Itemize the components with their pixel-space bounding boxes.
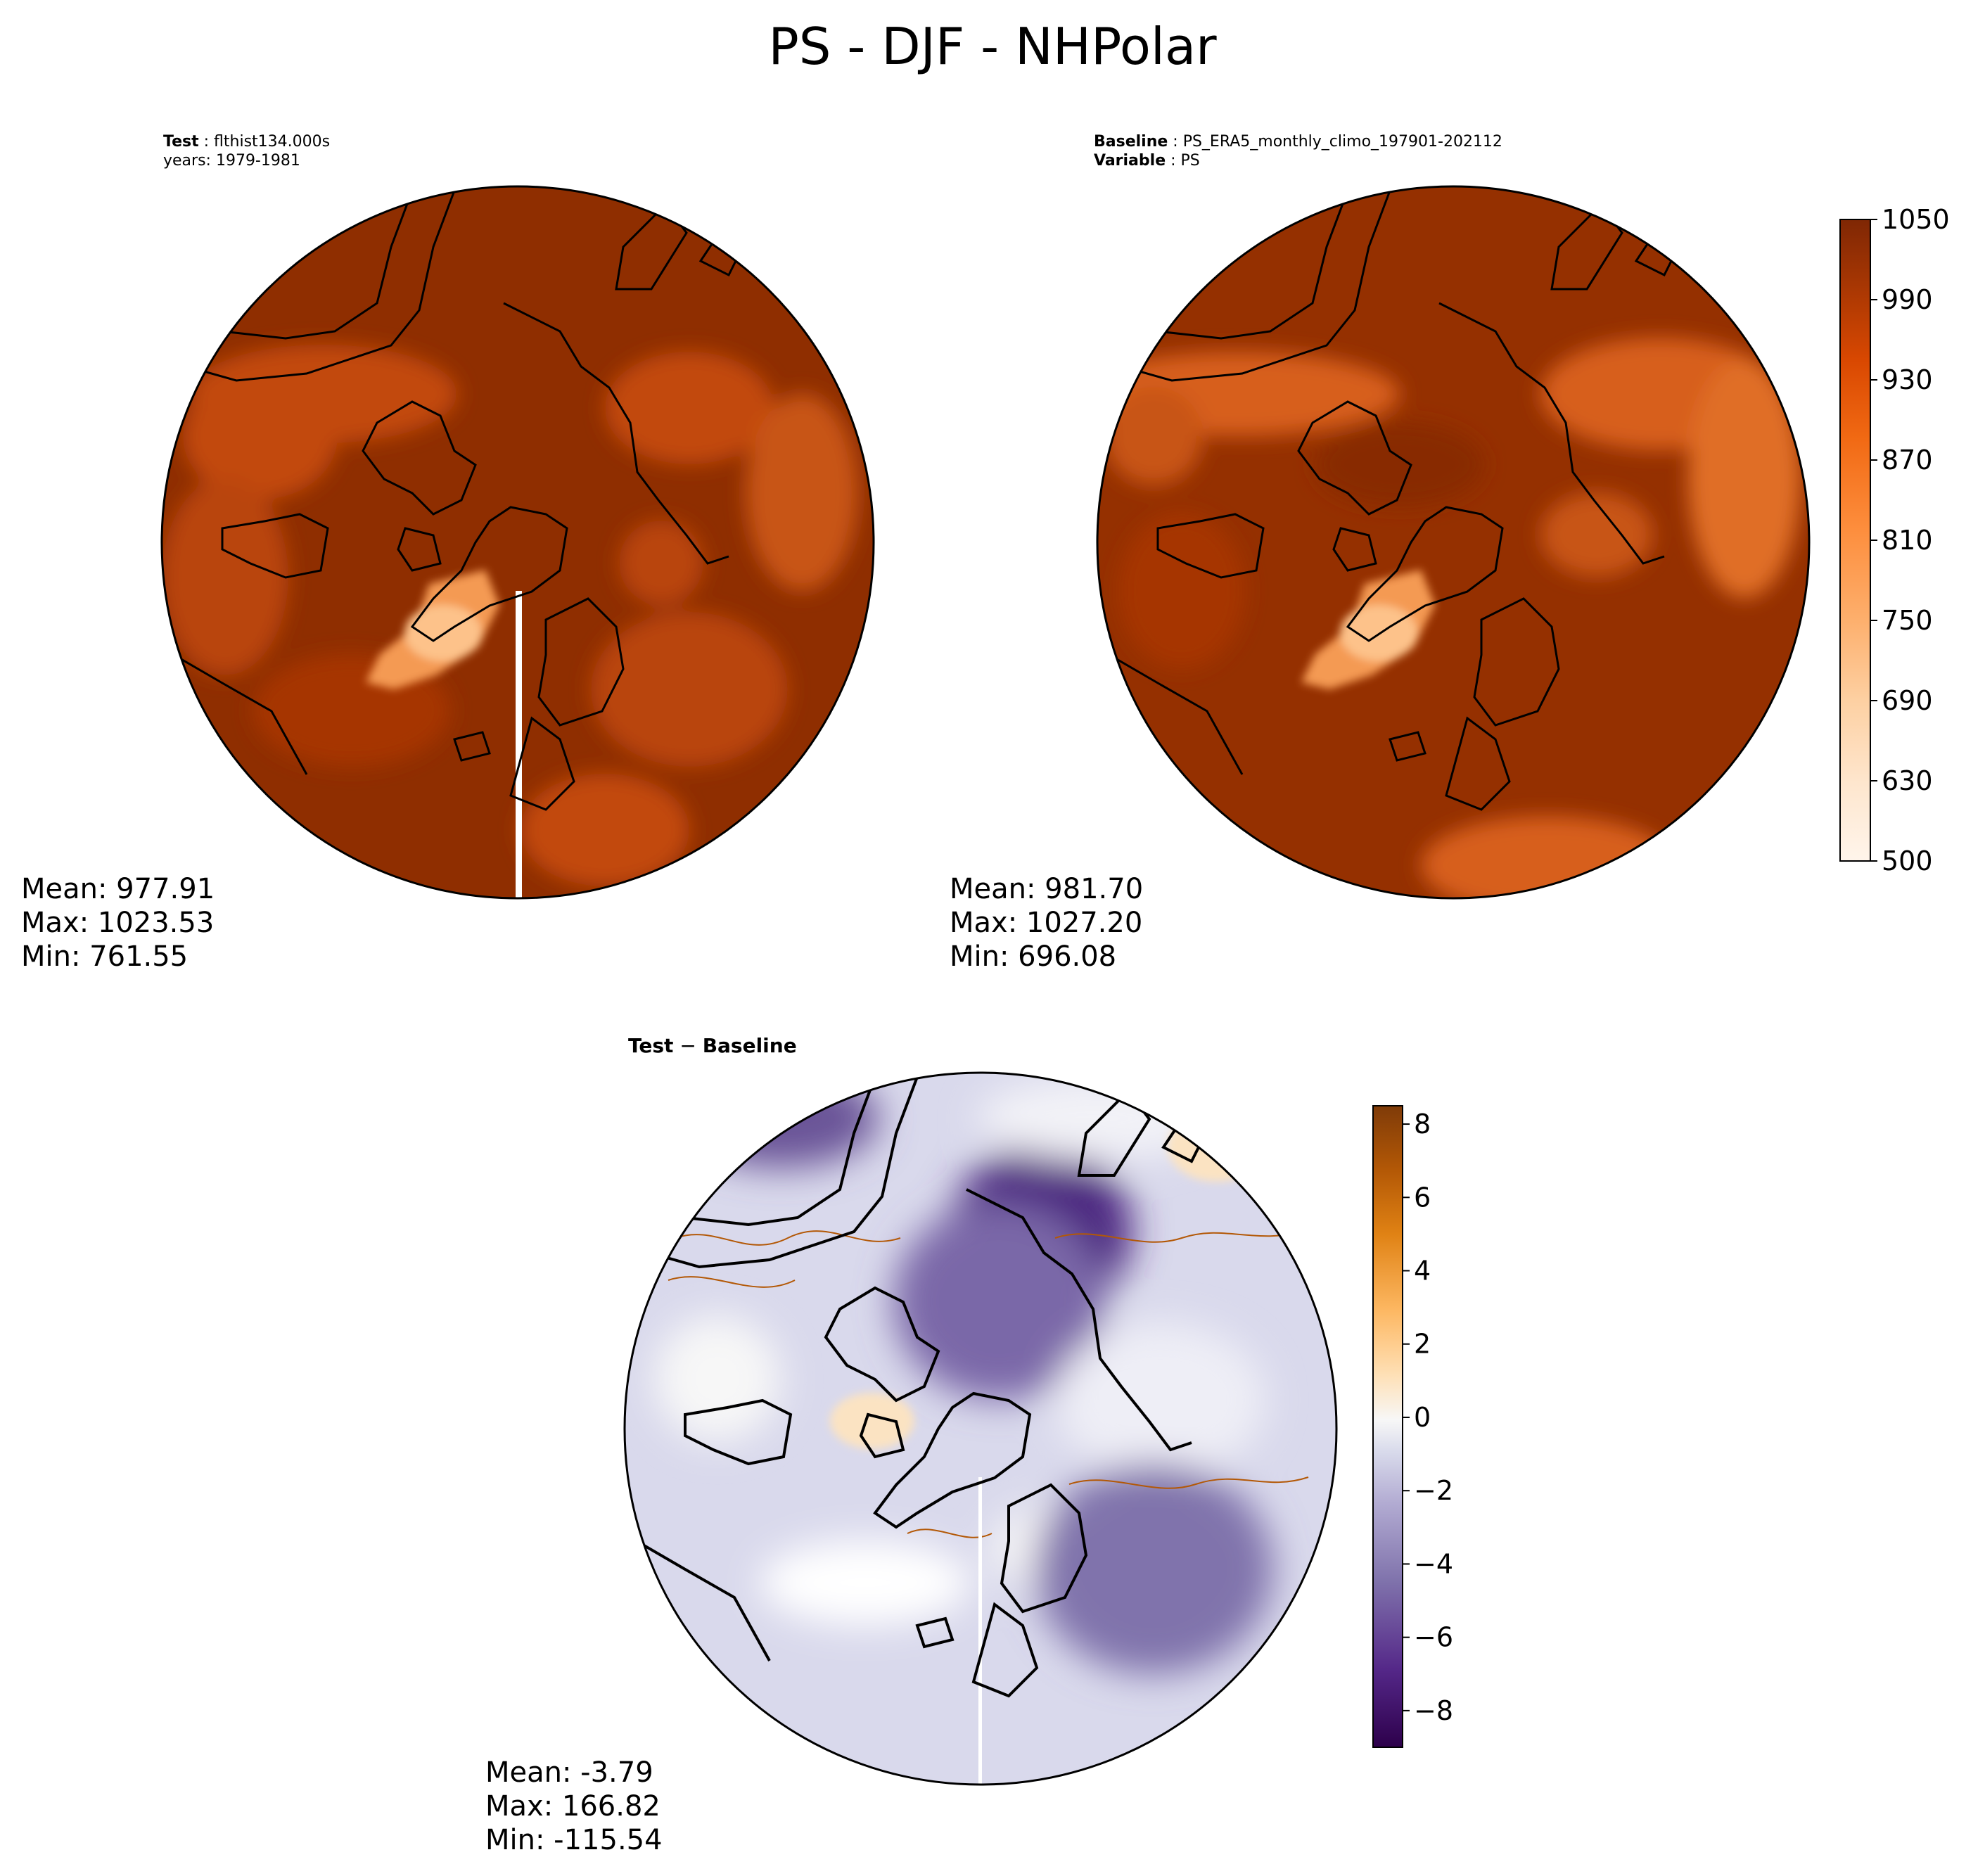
- baseline-label-key: Baseline: [1094, 133, 1168, 151]
- test-meta: Test : flthist134.000s years: 1979-1981: [163, 133, 331, 170]
- baseline-label-value: PS_ERA5_monthly_climo_197901-202112: [1182, 133, 1502, 151]
- test-stats: Mean: 977.91 Max: 1023.53 Min: 761.55: [21, 872, 215, 974]
- baseline-stats: Mean: 981.70 Max: 1027.20 Min: 696.08: [950, 872, 1143, 974]
- diff-stat-mean: Mean: -3.79: [485, 1756, 653, 1789]
- diff-title-left: Test: [628, 1034, 674, 1057]
- colorbar-tick-label: 1050: [1882, 204, 1950, 235]
- baseline-variable-key: Variable: [1094, 152, 1166, 170]
- diff-colorbar: 8 6 4 2 0 −2 −4 −6 −8: [1372, 1105, 1453, 1748]
- diff-stat-min: Min: -115.54: [485, 1824, 663, 1856]
- colorbar-tick-label: 690: [1882, 685, 1933, 716]
- diff-title: Test − Baseline: [628, 1034, 797, 1057]
- colorbar-tick-label: 0: [1414, 1402, 1431, 1433]
- test-map-border: [160, 185, 875, 900]
- colorbar-tick-label: 8: [1414, 1109, 1431, 1140]
- diff-stat-max: Max: 166.82: [485, 1790, 660, 1823]
- colorbar-tick-label: −8: [1414, 1695, 1453, 1726]
- test-missing-seam: [516, 591, 522, 898]
- diff-stats: Mean: -3.79 Max: 166.82 Min: -115.54: [485, 1756, 663, 1857]
- colorbar-tick-label: 500: [1882, 846, 1933, 876]
- test-stat-mean: Mean: 977.91: [21, 873, 215, 905]
- colorbar-tick-label: 810: [1882, 525, 1933, 556]
- test-stat-max: Max: 1023.53: [21, 907, 215, 939]
- colorbar-tick-label: 870: [1882, 445, 1933, 476]
- baseline-meta: Baseline : PS_ERA5_monthly_climo_197901-…: [1094, 133, 1502, 170]
- test-years: years: 1979-1981: [163, 152, 300, 170]
- colorbar-tick-label: 630: [1882, 765, 1933, 796]
- diff-map: [623, 1071, 1338, 1786]
- colorbar-tick-label: 750: [1882, 605, 1933, 636]
- colorbar-tick-label: −2: [1414, 1475, 1453, 1506]
- colorbar-tick-label: 4: [1414, 1256, 1431, 1287]
- colorbar-tick-label: −6: [1414, 1622, 1453, 1653]
- diff-title-op: −: [673, 1034, 703, 1057]
- colorbar-tick-label: 930: [1882, 364, 1933, 395]
- colorbar-tick-label: 2: [1414, 1329, 1431, 1360]
- baseline-stat-min: Min: 696.08: [950, 940, 1117, 973]
- diff-colorbar-fill: [1372, 1105, 1403, 1748]
- colorbar-tick-label: 990: [1882, 284, 1933, 315]
- main-colorbar: 1050 990 930 870 810 750 690 630 500: [1839, 204, 1950, 876]
- baseline-map: [1096, 185, 1811, 900]
- colorbar-tick-label: −4: [1414, 1548, 1453, 1579]
- baseline-variable-value: PS: [1180, 152, 1200, 170]
- diff-missing-seam: [978, 1477, 982, 1785]
- test-label-value: flthist134.000s: [214, 133, 331, 151]
- test-map: [160, 185, 875, 900]
- baseline-stat-max: Max: 1027.20: [950, 907, 1143, 939]
- figure-title: PS - DJF - NHPolar: [768, 17, 1217, 76]
- colorbar-tick-label: 6: [1414, 1182, 1431, 1213]
- test-stat-min: Min: 761.55: [21, 940, 189, 973]
- test-label-key: Test: [163, 133, 199, 151]
- diff-title-right: Baseline: [702, 1034, 797, 1057]
- diff-map-border: [623, 1071, 1338, 1786]
- main-colorbar-fill: [1839, 219, 1871, 862]
- baseline-map-border: [1096, 185, 1811, 900]
- baseline-stat-mean: Mean: 981.70: [950, 873, 1144, 905]
